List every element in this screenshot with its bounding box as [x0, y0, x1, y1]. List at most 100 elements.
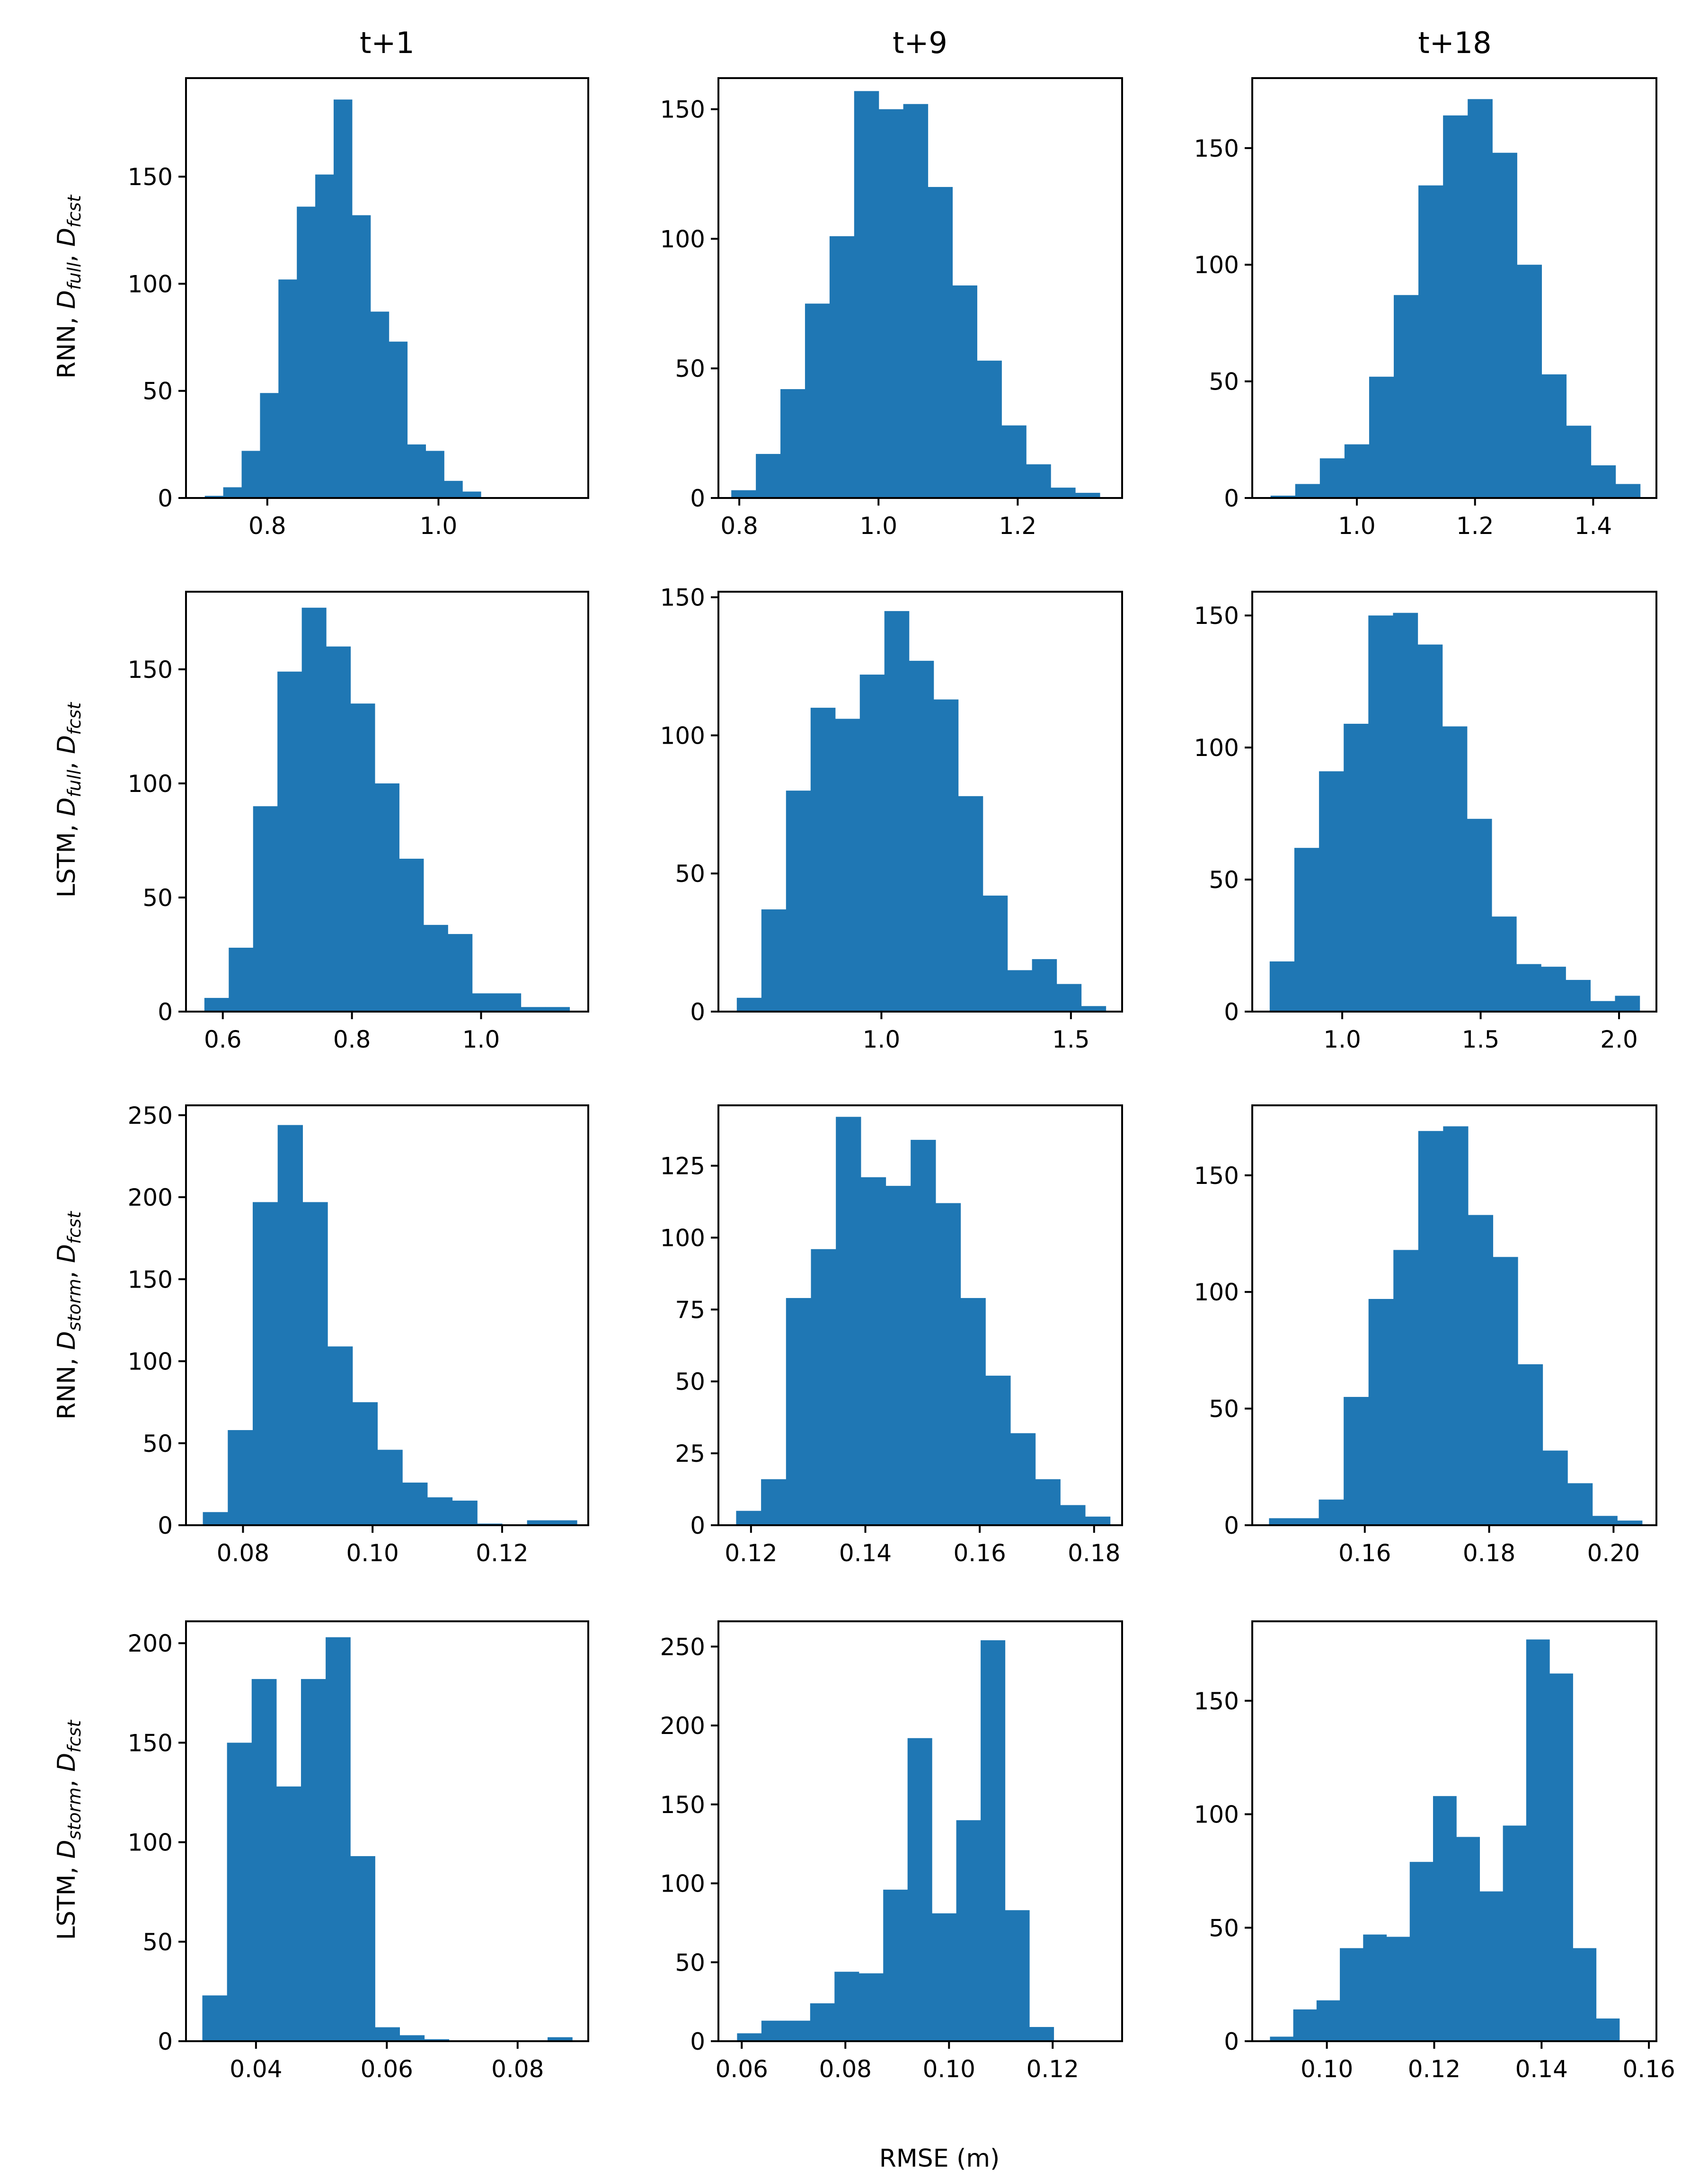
x-tick-label: 0.12 [1027, 2055, 1079, 2083]
histogram-panel-r0-c2: 1.0 1.2 1.4 0 50 100 150 [1194, 77, 1657, 540]
histogram-bar [1592, 1516, 1618, 1525]
histogram-panel-r0-c0: 0.8 1.0 0 50 100 150 [128, 77, 589, 540]
column-title-t9: t+9 [893, 26, 947, 60]
x-tick-label: 2.0 [1600, 1026, 1638, 1053]
x-tick-label: 0.12 [1408, 2055, 1460, 2083]
histogram-bar [202, 1995, 228, 2041]
y-tick-label: 25 [675, 1440, 705, 1467]
histogram-bar [1467, 818, 1492, 1012]
histogram-bar [389, 341, 408, 498]
histogram-bar [1340, 1948, 1363, 2041]
histogram-bar [350, 703, 375, 1012]
histogram-bar [786, 2020, 811, 2041]
histogram-bar [1442, 726, 1468, 1012]
histogram-bar [251, 1679, 277, 2041]
histogram-bar [1591, 465, 1616, 498]
y-tick-label: 200 [660, 1712, 705, 1740]
histogram-panel-r2-c1: 0.12 0.14 0.16 0.18 0 25 50 75 100 125 [660, 1104, 1123, 1567]
y-tick-label: 0 [1224, 1512, 1239, 1539]
histogram-bar [1615, 996, 1640, 1012]
histogram-panel-r3-c1: 0.06 0.08 0.10 0.12 0 50 100 150 200 250 [660, 1620, 1123, 2083]
histogram-bar [911, 1139, 936, 1525]
histogram-bar [885, 1186, 911, 1525]
histogram-bar [1368, 615, 1394, 1012]
histogram-bar [878, 109, 904, 498]
histogram-bar [1517, 265, 1542, 498]
histogram-bar [761, 1479, 787, 1525]
histogram-bar [424, 2039, 450, 2041]
axes-frame [1251, 1620, 1657, 2042]
x-tick-label: 1.0 [1338, 512, 1376, 540]
x-tick-label: 0.18 [1463, 1539, 1515, 1567]
y-tick-label: 200 [128, 1184, 173, 1211]
y-tick-label: 0 [158, 998, 173, 1026]
y-tick-label: 50 [675, 1949, 705, 1976]
histogram-panel-r0-c1: 0.8 1.0 1.2 0 50 100 150 [660, 77, 1123, 540]
x-tick-label: 0.12 [476, 1539, 528, 1567]
histogram-bar [1051, 488, 1076, 498]
x-tick-label: 1.0 [420, 512, 458, 540]
histogram-bar [1085, 1516, 1111, 1525]
axes-frame [185, 591, 589, 1013]
histogram-bar [352, 1402, 378, 1525]
histogram-bar [350, 1856, 375, 2041]
histogram-bar [1418, 1131, 1443, 1525]
y-tick-label: 100 [128, 270, 173, 298]
histogram-bar [399, 859, 424, 1012]
histogram-bar [444, 480, 463, 498]
histogram-bar [960, 1298, 986, 1525]
histogram-bar [204, 496, 224, 498]
y-tick-label: 100 [128, 1348, 173, 1376]
histogram-bar [1319, 1499, 1344, 1525]
histogram-bar [835, 719, 860, 1012]
histogram-bar [1032, 959, 1057, 1012]
y-tick-label: 0 [690, 998, 705, 1026]
histogram-bar [786, 791, 811, 1012]
histogram-bar [402, 1482, 428, 1525]
histogram-bar [496, 993, 522, 1012]
histogram-bar [276, 1786, 301, 2041]
histogram-bar [909, 660, 934, 1012]
row-label-3: LSTM, Dstorm, Dfcst [53, 1719, 85, 1940]
x-tick-label: 0.8 [333, 1026, 371, 1053]
row-label-1-model: LSTM [53, 832, 81, 898]
histogram-bar [1394, 295, 1419, 498]
histogram-bar [1294, 848, 1319, 1012]
x-tick-label: 0.14 [1515, 2055, 1568, 2083]
histogram-bar [1456, 1837, 1480, 2041]
histogram-bar [1418, 185, 1443, 498]
y-tick-label: 50 [1209, 866, 1239, 894]
histogram-bar [260, 393, 279, 498]
histogram-bar [301, 1679, 326, 2041]
x-tick-label: 1.4 [1575, 512, 1612, 540]
histogram-bar [952, 285, 977, 498]
histogram-bar [228, 1430, 253, 1525]
histogram-bar [1056, 984, 1082, 1012]
row-label-2-d1: storm [64, 1279, 85, 1331]
y-tick-label: 50 [142, 1430, 173, 1458]
histogram-bar [1081, 1006, 1106, 1012]
axes-frame [185, 77, 589, 499]
histogram-bar [1001, 425, 1027, 498]
histogram-panel-r3-c2: 0.10 0.12 0.14 0.16 0 50 100 150 [1194, 1620, 1675, 2083]
histogram-bar [1270, 496, 1296, 498]
histogram-bar [552, 1520, 577, 1525]
histogram-bar [548, 2037, 573, 2041]
histogram-bar [278, 279, 297, 498]
y-tick-label: 0 [690, 485, 705, 512]
histogram-bar [736, 997, 762, 1012]
histogram-bar [1417, 644, 1443, 1012]
histogram-bar [241, 451, 261, 498]
y-tick-label: 0 [158, 1512, 173, 1539]
histogram-bar [1443, 115, 1468, 498]
histogram-bar [1617, 1520, 1643, 1525]
histogram-bar [1386, 1937, 1410, 2041]
histogram-bar [277, 671, 302, 1012]
histogram-bar [1526, 1639, 1550, 2041]
x-tick-label: 1.0 [863, 1026, 901, 1053]
x-tick-label: 1.5 [1462, 1026, 1500, 1053]
x-axis-label: RMSE (m) [879, 2144, 1000, 2173]
histogram-bar [829, 236, 855, 498]
histogram-bar [1493, 1257, 1518, 1525]
column-titles: t+1 t+9 t+18 [360, 26, 1491, 60]
